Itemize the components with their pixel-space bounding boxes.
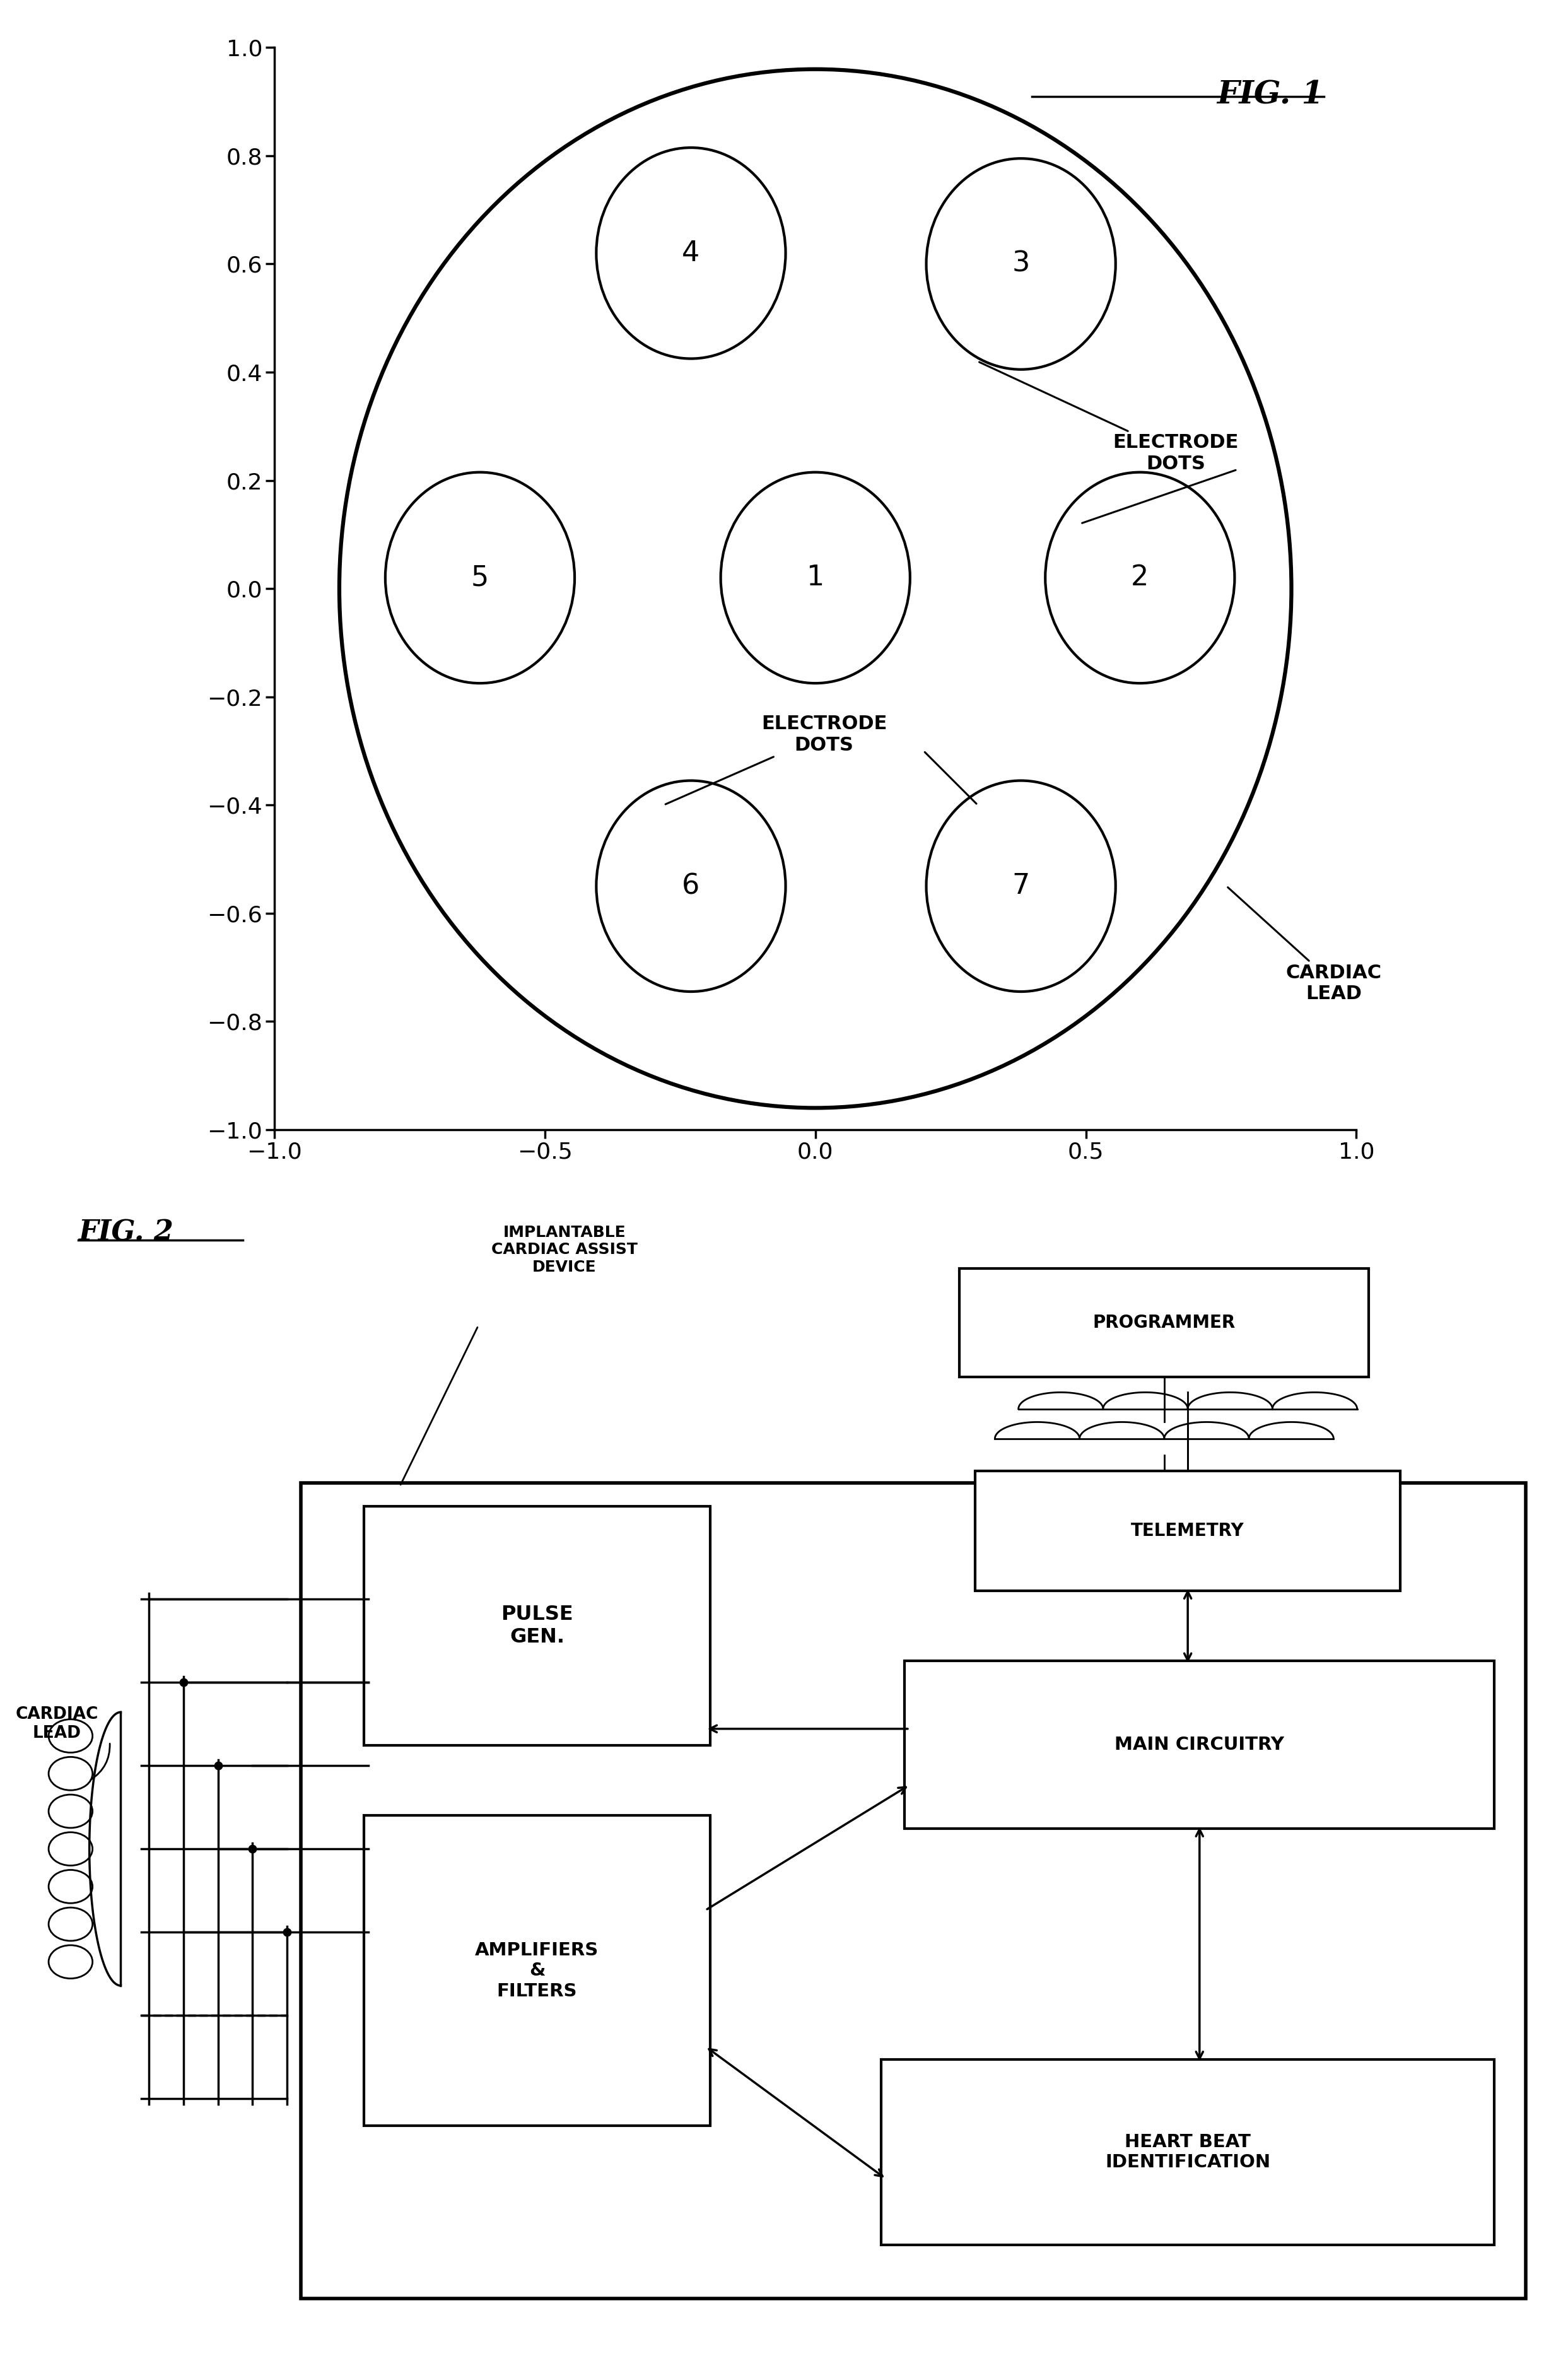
Ellipse shape <box>927 780 1115 992</box>
FancyBboxPatch shape <box>301 1484 1526 2297</box>
Text: PULSE
GEN.: PULSE GEN. <box>500 1605 574 1648</box>
FancyBboxPatch shape <box>960 1270 1369 1377</box>
Text: ELECTRODE
DOTS: ELECTRODE DOTS <box>980 361 1239 473</box>
Ellipse shape <box>1046 473 1234 682</box>
Text: 3: 3 <box>1011 250 1030 278</box>
Text: HEART BEAT
IDENTIFICATION: HEART BEAT IDENTIFICATION <box>1105 2133 1270 2171</box>
Text: MAIN CIRCUITRY: MAIN CIRCUITRY <box>1115 1736 1284 1753</box>
FancyBboxPatch shape <box>881 2059 1494 2245</box>
FancyBboxPatch shape <box>364 1508 710 1745</box>
Ellipse shape <box>927 159 1115 369</box>
Text: 1: 1 <box>806 564 825 592</box>
Text: AMPLIFIERS
&
FILTERS: AMPLIFIERS & FILTERS <box>475 1940 599 2000</box>
Text: ELECTRODE
DOTS: ELECTRODE DOTS <box>665 716 887 804</box>
FancyBboxPatch shape <box>905 1660 1494 1829</box>
Text: 6: 6 <box>682 873 699 899</box>
Text: FIG. 2: FIG. 2 <box>78 1218 174 1246</box>
Text: FIG. 1: FIG. 1 <box>1217 81 1323 112</box>
Ellipse shape <box>596 147 786 359</box>
Text: TELEMETRY: TELEMETRY <box>1131 1522 1245 1539</box>
Text: IMPLANTABLE
CARDIAC ASSIST
DEVICE: IMPLANTABLE CARDIAC ASSIST DEVICE <box>491 1225 638 1275</box>
Text: CARDIAC
LEAD: CARDIAC LEAD <box>16 1707 99 1741</box>
Ellipse shape <box>596 780 786 992</box>
Text: 2: 2 <box>1131 564 1149 592</box>
Text: 4: 4 <box>682 240 699 266</box>
Text: CARDIAC
LEAD: CARDIAC LEAD <box>1228 887 1381 1004</box>
FancyBboxPatch shape <box>364 1817 710 2126</box>
Ellipse shape <box>721 473 909 682</box>
Text: 5: 5 <box>470 564 489 592</box>
Text: 7: 7 <box>1011 873 1030 899</box>
Ellipse shape <box>386 473 574 682</box>
Text: PROGRAMMER: PROGRAMMER <box>1093 1315 1236 1332</box>
FancyBboxPatch shape <box>975 1470 1400 1591</box>
